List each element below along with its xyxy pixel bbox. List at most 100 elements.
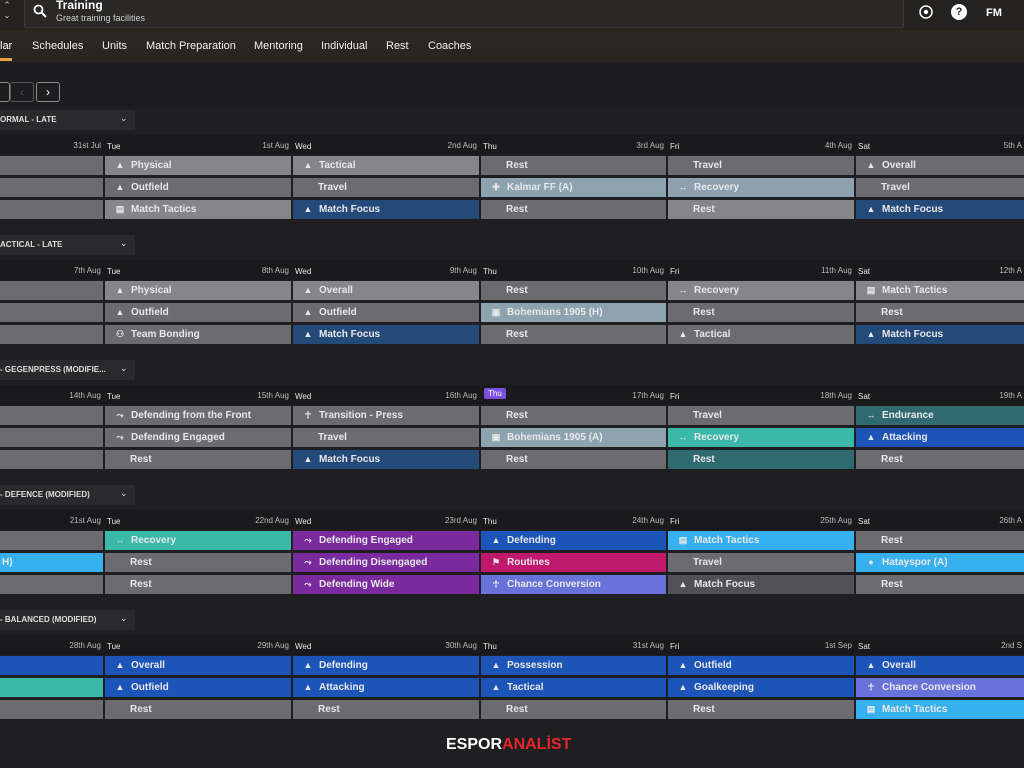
- training-session-slot[interactable]: ▲ Match Focus: [856, 200, 1024, 219]
- training-session-slot[interactable]: ▲ Overall: [105, 656, 291, 675]
- training-session-slot[interactable]: ▲ Overall: [856, 156, 1024, 175]
- history-updown-icon[interactable]: ⌃ ⌄: [3, 0, 11, 20]
- training-session-slot[interactable]: Rest: [105, 700, 291, 719]
- training-session-slot[interactable]: ▲ Overall: [293, 281, 479, 300]
- training-session-slot[interactable]: Rest: [668, 700, 854, 719]
- chevron-down-icon[interactable]: ⌄: [120, 113, 128, 123]
- training-session-slot[interactable]: Rest: [856, 531, 1024, 550]
- training-session-slot[interactable]: ▲ Tactical: [293, 156, 479, 175]
- training-session-slot[interactable]: [0, 678, 103, 697]
- training-session-slot[interactable]: [0, 303, 103, 322]
- training-session-slot[interactable]: ↔ Recovery: [668, 178, 854, 197]
- tab-individual[interactable]: Individual: [321, 40, 368, 52]
- tab-schedules[interactable]: Schedules: [32, 40, 84, 52]
- training-session-slot[interactable]: ▲ Overall: [856, 656, 1024, 675]
- chevron-down-icon[interactable]: ⌄: [120, 613, 128, 623]
- training-session-slot[interactable]: ▲ Outfield: [105, 178, 291, 197]
- training-session-slot[interactable]: Travel: [293, 428, 479, 447]
- training-session-slot[interactable]: ▲ Match Focus: [293, 200, 479, 219]
- training-session-slot[interactable]: ▲ Match Focus: [668, 575, 854, 594]
- training-session-slot[interactable]: ↔ Endurance: [856, 406, 1024, 425]
- help-icon[interactable]: ?: [951, 4, 967, 20]
- training-session-slot[interactable]: ▲ Attacking: [293, 678, 479, 697]
- week-schedule-header[interactable]: - BALANCED (MODIFIED) ⌄: [0, 610, 135, 630]
- training-session-slot[interactable]: Rest: [481, 200, 666, 219]
- training-session-slot[interactable]: [0, 450, 103, 469]
- training-session-slot[interactable]: Rest: [481, 325, 666, 344]
- week-schedule-header[interactable]: ORMAL - LATE ⌄: [0, 110, 135, 130]
- training-session-slot[interactable]: Rest: [856, 303, 1024, 322]
- training-session-slot[interactable]: ▲ Possession: [481, 656, 666, 675]
- training-session-slot[interactable]: ● Hatayspor (A): [856, 553, 1024, 572]
- tab-coaches[interactable]: Coaches: [428, 40, 472, 52]
- trophy-icon[interactable]: [917, 4, 935, 22]
- training-session-slot[interactable]: ▲ Outfield: [105, 303, 291, 322]
- training-session-slot[interactable]: ⤳ Defending Engaged: [105, 428, 291, 447]
- chevron-down-icon[interactable]: ⌄: [120, 488, 128, 498]
- training-session-slot[interactable]: Travel: [668, 553, 854, 572]
- training-session-slot[interactable]: [0, 700, 103, 719]
- search-bar[interactable]: Training Great training facilities: [24, 0, 904, 28]
- training-session-slot[interactable]: ▲ Defending: [481, 531, 666, 550]
- training-session-slot[interactable]: Travel: [293, 178, 479, 197]
- training-session-slot[interactable]: Rest: [856, 450, 1024, 469]
- prev-week-button[interactable]: ‹: [10, 82, 34, 102]
- next-week-button[interactable]: ›: [36, 82, 60, 102]
- training-session-slot[interactable]: ▤ Match Tactics: [856, 281, 1024, 300]
- training-session-slot[interactable]: ▤ Match Tactics: [668, 531, 854, 550]
- training-session-slot[interactable]: [0, 656, 103, 675]
- training-session-slot[interactable]: [0, 531, 103, 550]
- training-session-slot[interactable]: Rest: [668, 200, 854, 219]
- training-session-slot[interactable]: ▲ Match Focus: [856, 325, 1024, 344]
- training-session-slot[interactable]: Rest: [668, 303, 854, 322]
- fm-logo[interactable]: FM: [986, 7, 1002, 19]
- tab-match-preparation[interactable]: Match Preparation: [146, 40, 236, 52]
- training-session-slot[interactable]: ↔ Recovery: [105, 531, 291, 550]
- tab-units[interactable]: Units: [102, 40, 128, 52]
- training-session-slot[interactable]: ▣ Bohemians 1905 (H): [481, 303, 666, 322]
- training-session-slot[interactable]: ▲ Match Focus: [293, 325, 479, 344]
- training-session-slot[interactable]: ▲ Defending: [293, 656, 479, 675]
- training-session-slot[interactable]: [0, 428, 103, 447]
- training-session-slot[interactable]: [0, 406, 103, 425]
- training-session-slot[interactable]: Rest: [293, 700, 479, 719]
- training-session-slot[interactable]: Rest: [668, 450, 854, 469]
- training-session-slot[interactable]: ↔ Recovery: [668, 281, 854, 300]
- training-session-slot[interactable]: ▤ Match Tactics: [105, 200, 291, 219]
- training-session-slot[interactable]: ↔ Recovery: [668, 428, 854, 447]
- training-session-slot[interactable]: ☥ Chance Conversion: [856, 678, 1024, 697]
- chevron-down-icon[interactable]: ⌄: [120, 363, 128, 373]
- week-schedule-header[interactable]: - GEGENPRESS (MODIFIE... ⌄: [0, 360, 135, 380]
- training-session-slot[interactable]: Rest: [856, 575, 1024, 594]
- training-session-slot[interactable]: Rest: [481, 700, 666, 719]
- training-session-slot[interactable]: ▲ Physical: [105, 281, 291, 300]
- training-session-slot[interactable]: Rest: [105, 575, 291, 594]
- training-session-slot[interactable]: [0, 178, 103, 197]
- training-session-slot[interactable]: Rest: [481, 156, 666, 175]
- training-session-slot[interactable]: ▲ Attacking: [856, 428, 1024, 447]
- chevron-down-icon[interactable]: ⌄: [120, 238, 128, 248]
- training-session-slot[interactable]: Rest: [481, 450, 666, 469]
- tab-rest[interactable]: Rest: [386, 40, 409, 52]
- training-session-slot[interactable]: Travel: [668, 406, 854, 425]
- training-session-slot[interactable]: ⤳ Defending Wide: [293, 575, 479, 594]
- training-session-slot[interactable]: ▲ Outfield: [668, 656, 854, 675]
- training-session-slot[interactable]: ▲ Tactical: [481, 678, 666, 697]
- tab-mentoring[interactable]: Mentoring: [254, 40, 303, 52]
- training-session-slot[interactable]: ⤳ Defending Disengaged: [293, 553, 479, 572]
- training-session-slot[interactable]: ☥ Chance Conversion: [481, 575, 666, 594]
- training-session-slot[interactable]: Travel: [668, 156, 854, 175]
- training-session-slot[interactable]: Rest: [481, 281, 666, 300]
- training-session-slot[interactable]: ✚ Kalmar FF (A): [481, 178, 666, 197]
- training-session-slot[interactable]: Rest: [105, 450, 291, 469]
- week-schedule-header[interactable]: ACTICAL - LATE ⌄: [0, 235, 135, 255]
- training-session-slot[interactable]: ▲ Goalkeeping: [668, 678, 854, 697]
- training-session-slot[interactable]: Rest: [481, 406, 666, 425]
- training-session-slot[interactable]: [0, 156, 103, 175]
- training-session-slot[interactable]: [0, 325, 103, 344]
- training-session-slot[interactable]: ▲ Outfield: [105, 678, 291, 697]
- training-session-slot[interactable]: Rest: [105, 553, 291, 572]
- training-session-slot[interactable]: Travel: [856, 178, 1024, 197]
- training-session-slot[interactable]: [0, 575, 103, 594]
- tab-calendar[interactable]: lar: [0, 40, 13, 52]
